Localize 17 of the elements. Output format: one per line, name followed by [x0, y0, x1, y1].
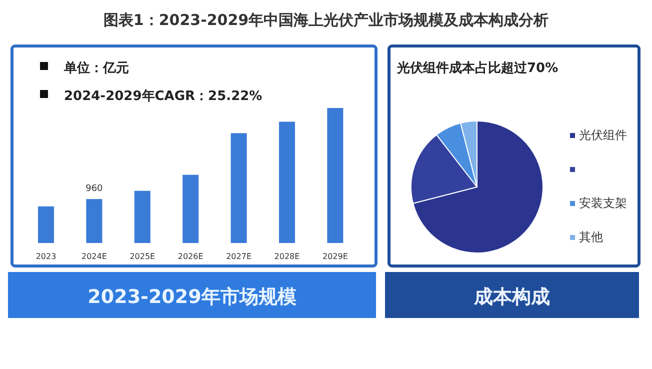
data-label: 960: [86, 184, 104, 194]
annotation: 单位：亿元: [64, 61, 129, 76]
x-tick-label: 2028E: [274, 252, 300, 261]
x-tick-label: 2025E: [130, 252, 156, 261]
x-tick-label: 2029E: [322, 252, 348, 261]
x-tick-label: 2024E: [81, 252, 107, 261]
x-tick-label: 2027E: [226, 252, 252, 261]
legend-label: 其他: [579, 230, 603, 244]
text: 成本构成: [473, 286, 550, 308]
annotation: 2024-2029年CAGR：25.22%: [64, 89, 262, 104]
legend-label: 光伏组件: [579, 128, 627, 142]
x-tick-label: 2026E: [178, 252, 204, 261]
title: 图表1：2023-2029年中国海上光伏产业市场规模及成本构成分析: [103, 11, 549, 29]
legend-label: 安装支架: [579, 196, 627, 210]
chart-subtitle: 光伏组件成本占比超过70%: [396, 61, 558, 76]
x-tick-label: 2023: [36, 252, 56, 261]
text: 2023-2029年市场规模: [88, 286, 296, 308]
